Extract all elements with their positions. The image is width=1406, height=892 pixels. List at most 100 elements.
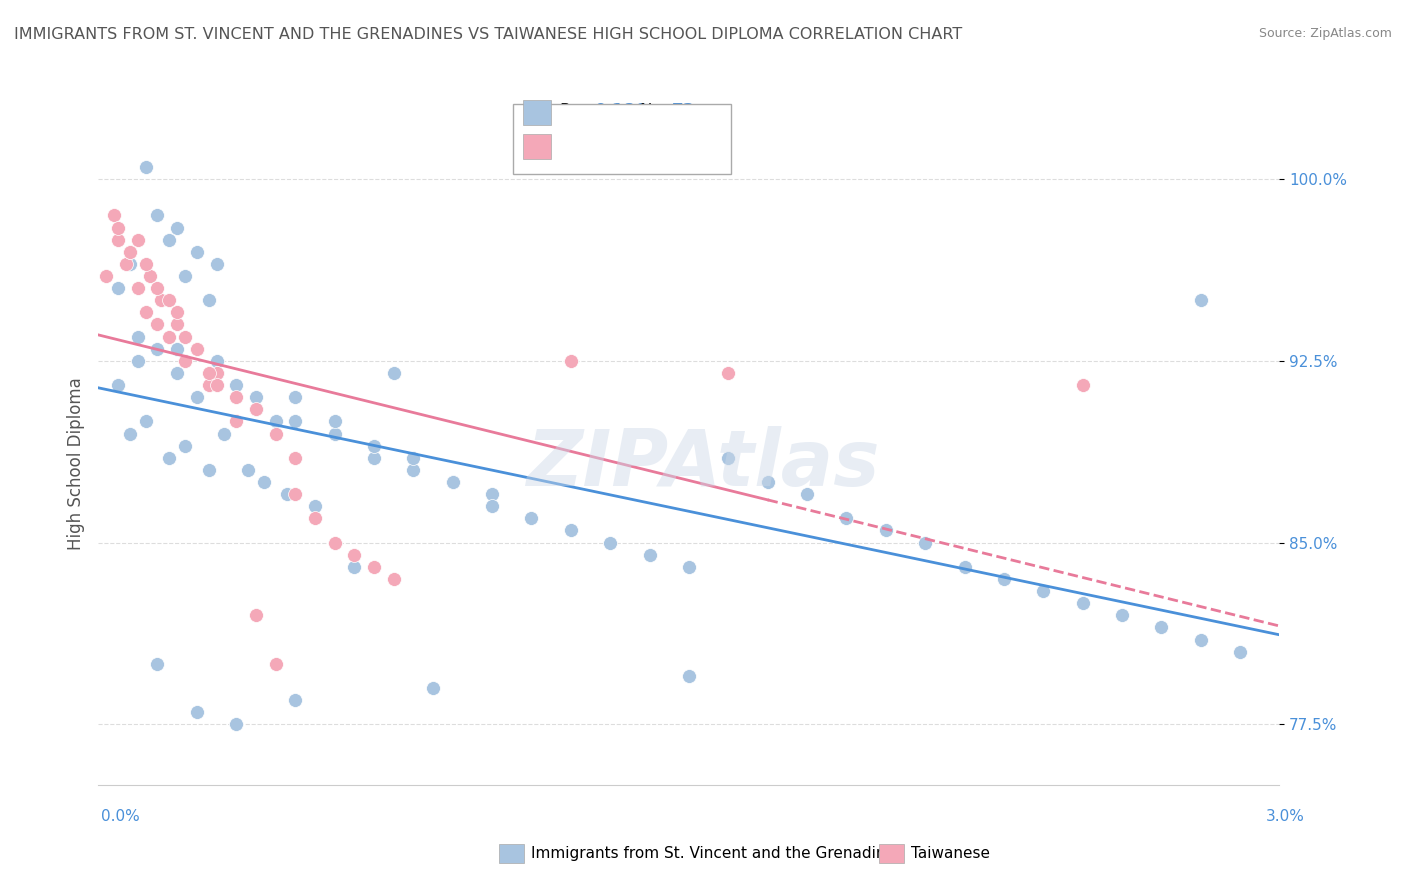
Point [186, 390, 208, 404]
Text: R =: R = [560, 103, 596, 120]
Point [166, 366, 188, 380]
Point [264, 414, 287, 428]
Point [481, 500, 503, 514]
Point [166, 342, 188, 356]
Point [1111, 608, 1133, 623]
Point [107, 378, 129, 392]
Point [1189, 632, 1212, 647]
Point [402, 463, 425, 477]
Point [135, 160, 157, 174]
Point [150, 293, 173, 308]
Point [174, 439, 197, 453]
Point [205, 354, 228, 368]
Point [717, 366, 740, 380]
Point [245, 390, 267, 404]
Point [186, 244, 208, 259]
Point [118, 426, 141, 441]
Point [205, 257, 228, 271]
Point [174, 268, 197, 283]
Point [441, 475, 464, 489]
Point [1071, 596, 1094, 610]
Point [284, 390, 307, 404]
Point [197, 463, 219, 477]
Point [638, 548, 661, 562]
Point [135, 305, 157, 319]
Text: R =: R = [560, 136, 596, 153]
Point [205, 366, 228, 380]
Point [157, 450, 180, 465]
Point [599, 535, 621, 549]
Text: 73: 73 [672, 103, 696, 120]
Point [118, 244, 141, 259]
Point [323, 535, 346, 549]
Point [264, 657, 287, 671]
Point [304, 500, 326, 514]
Point [284, 450, 307, 465]
Point [146, 342, 169, 356]
Point [107, 281, 129, 295]
Point [678, 559, 700, 574]
Point [146, 318, 169, 332]
Text: 0.042: 0.042 [595, 136, 647, 153]
Point [127, 329, 149, 343]
Point [205, 378, 228, 392]
Point [363, 559, 385, 574]
Point [402, 450, 425, 465]
Point [560, 354, 582, 368]
Point [284, 487, 307, 501]
Point [560, 524, 582, 538]
Text: Source: ZipAtlas.com: Source: ZipAtlas.com [1258, 27, 1392, 40]
Point [146, 209, 169, 223]
Point [796, 487, 818, 501]
Point [678, 669, 700, 683]
Point [107, 233, 129, 247]
Point [914, 535, 936, 549]
Point [157, 329, 180, 343]
Point [1229, 645, 1251, 659]
Text: N =: N = [640, 136, 676, 153]
Point [363, 439, 385, 453]
Point [157, 233, 180, 247]
Text: Immigrants from St. Vincent and the Grenadines: Immigrants from St. Vincent and the Gren… [531, 847, 904, 861]
Point [197, 293, 219, 308]
Point [382, 572, 405, 586]
Point [284, 693, 307, 707]
Text: Taiwanese: Taiwanese [911, 847, 990, 861]
Point [135, 414, 157, 428]
Text: 0.186: 0.186 [595, 103, 647, 120]
Point [107, 220, 129, 235]
Point [756, 475, 779, 489]
Point [953, 559, 976, 574]
Point [146, 281, 169, 295]
Point [245, 402, 267, 417]
Point [186, 705, 208, 719]
Point [166, 220, 188, 235]
Text: IMMIGRANTS FROM ST. VINCENT AND THE GRENADINES VS TAIWANESE HIGH SCHOOL DIPLOMA : IMMIGRANTS FROM ST. VINCENT AND THE GREN… [14, 27, 962, 42]
Text: 0.0%: 0.0% [101, 809, 141, 823]
Point [363, 450, 385, 465]
Point [717, 450, 740, 465]
Point [236, 463, 259, 477]
Point [115, 257, 138, 271]
Point [96, 268, 118, 283]
Point [520, 511, 543, 525]
Point [993, 572, 1015, 586]
Point [197, 378, 219, 392]
Point [118, 244, 141, 259]
Point [323, 414, 346, 428]
Point [127, 354, 149, 368]
Point [146, 657, 169, 671]
Point [284, 414, 307, 428]
Point [323, 426, 346, 441]
Point [253, 475, 276, 489]
Point [186, 342, 208, 356]
Point [174, 354, 197, 368]
Point [276, 487, 298, 501]
Point [138, 268, 160, 283]
Point [127, 281, 149, 295]
Point [343, 559, 366, 574]
Point [875, 524, 897, 538]
Point [835, 511, 858, 525]
Point [103, 209, 125, 223]
Point [157, 293, 180, 308]
